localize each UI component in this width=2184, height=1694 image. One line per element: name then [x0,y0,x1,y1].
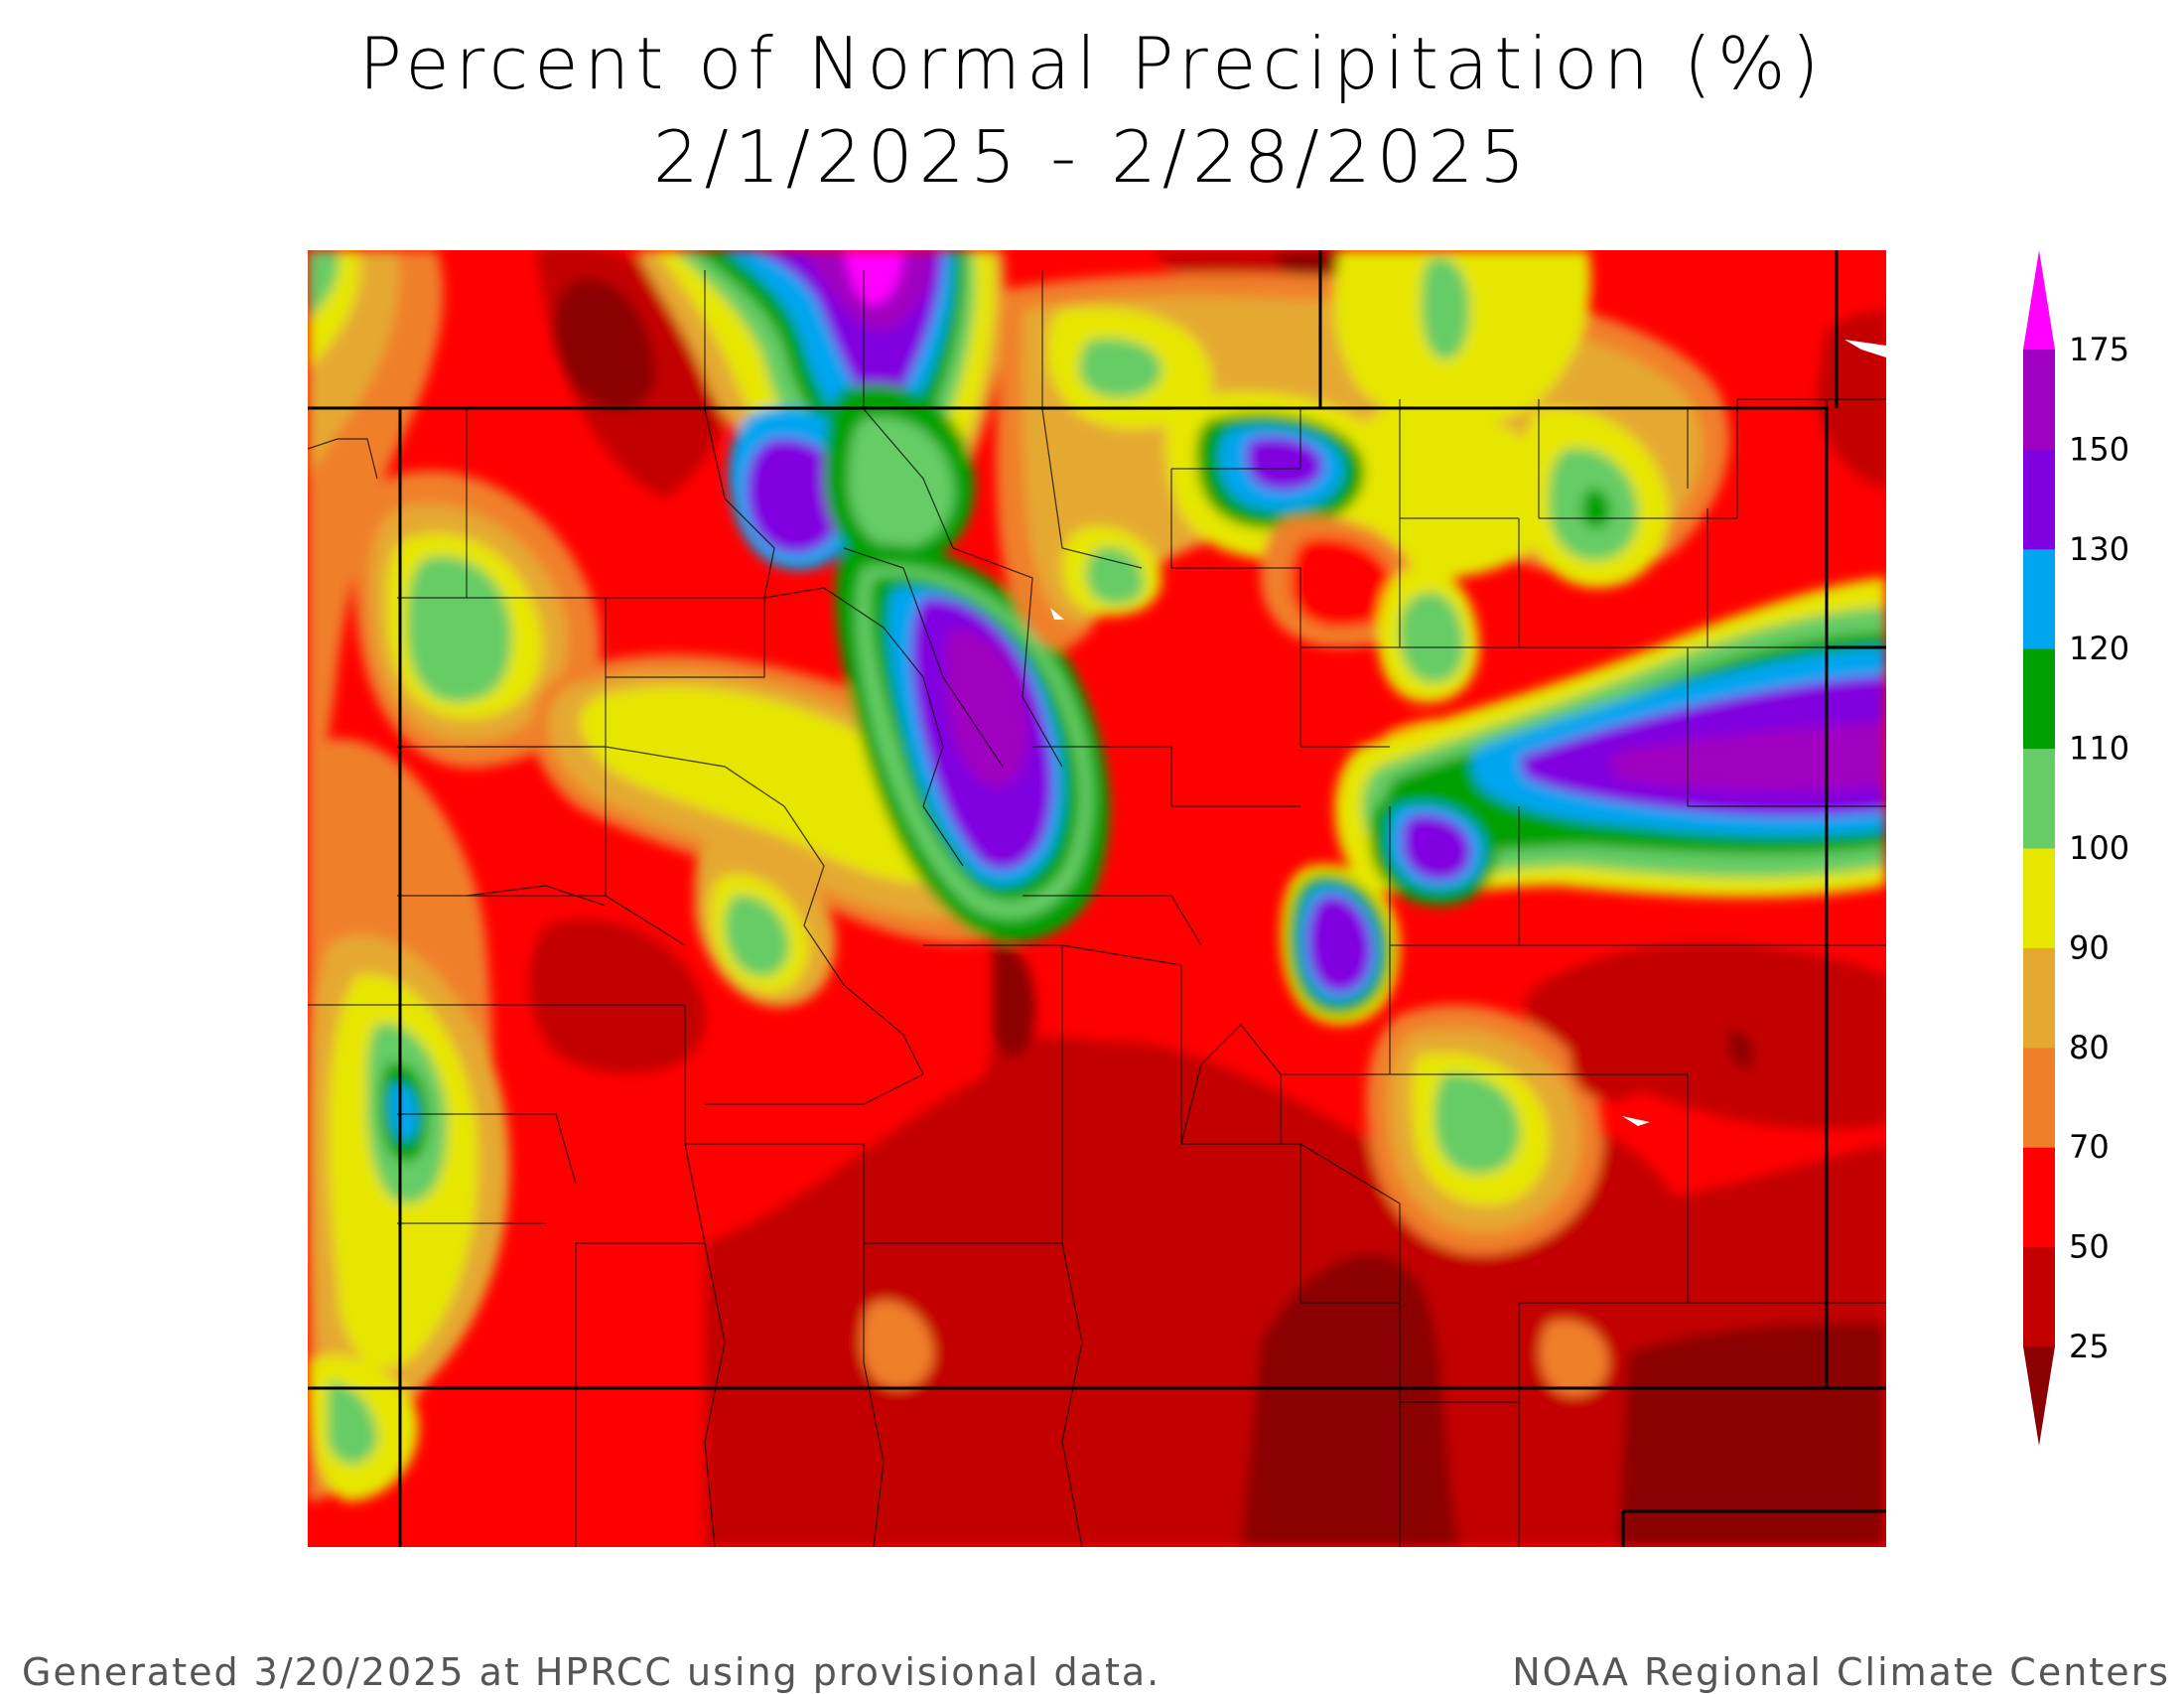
legend-svg: 25 50 70 80 90 100 110 120 130 150 175 [2023,250,2129,1446]
legend-tick-label: 90 [2069,928,2110,966]
legend-color-bin [2023,548,2055,649]
legend-tick-label: 175 [2069,331,2129,368]
precipitation-map [308,250,1886,1547]
legend-color-bin [2023,350,2055,450]
missing-data-sliver [1622,1116,1650,1126]
source-credit: NOAA Regional Climate Centers [1512,1650,2170,1694]
map-title: Percent of Normal Precipitation (%) [358,22,1826,105]
legend-tick-label: 100 [2069,829,2129,867]
legend-color-bin [2023,1047,2055,1148]
legend-tick-label: 25 [2069,1328,2110,1365]
legend-bin-above-max [2023,250,2055,350]
map-date-range: 2/1/2025 - 2/28/2025 [652,115,1532,199]
legend-color-bin [2023,748,2055,849]
legend-tick-label: 50 [2069,1228,2110,1266]
legend-color-bin [2023,848,2055,948]
legend-color-bin [2023,648,2055,750]
missing-data-sliver [1050,608,1064,620]
legend-color-bin [2023,449,2055,550]
legend-tick-label: 120 [2069,630,2129,667]
legend-color-bin [2023,947,2055,1049]
generated-note: Generated 3/20/2025 at HPRCC using provi… [22,1650,1161,1694]
state-boundaries [308,250,1886,1547]
legend-color-bin [2023,1246,2055,1347]
precipitation-contour-map [308,250,1886,1547]
legend-bin-below-min [2023,1346,2055,1446]
legend-tick-label: 130 [2069,530,2129,568]
color-scale-legend: 25 50 70 80 90 100 110 120 130 150 175 [2015,248,2174,1450]
legend-tick-label: 150 [2069,430,2129,468]
legend-tick-label: 70 [2069,1128,2110,1166]
legend-color-bin [2023,1147,2055,1248]
missing-data-sliver [1844,340,1886,357]
legend-tick-label: 80 [2069,1029,2110,1066]
legend-tick-label: 110 [2069,730,2129,768]
